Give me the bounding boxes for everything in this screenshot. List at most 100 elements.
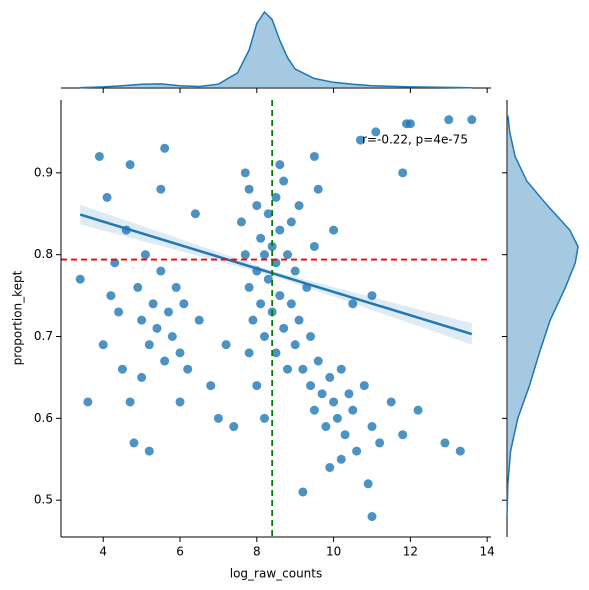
scatter-point — [325, 462, 335, 472]
annotation: r=-0.22, p=4e-75 — [362, 133, 468, 147]
scatter-point — [183, 364, 193, 374]
x-tick-label: 4 — [99, 545, 107, 559]
scatter-point — [275, 225, 285, 235]
x-tick-label: 14 — [480, 545, 495, 559]
scatter-point — [279, 323, 289, 333]
scatter-point — [137, 372, 147, 382]
x-tick-label: 8 — [253, 545, 261, 559]
scatter-point — [156, 184, 166, 194]
scatter-point — [309, 151, 319, 161]
scatter-point — [455, 446, 465, 456]
x-tick-label: 10 — [326, 545, 341, 559]
scatter-point — [164, 307, 173, 317]
scatter-point — [321, 422, 331, 432]
scatter-point — [263, 209, 273, 219]
scatter-point — [294, 315, 304, 325]
scatter-point — [290, 266, 300, 276]
y-tick-label: 0.7 — [34, 329, 53, 343]
scatter-point — [290, 340, 300, 350]
scatter-point — [340, 430, 350, 440]
scatter-point — [244, 282, 254, 292]
scatter-point — [413, 405, 423, 415]
y-tick-label: 0.9 — [34, 165, 53, 179]
scatter-point — [329, 397, 339, 407]
scatter-point — [355, 135, 365, 145]
scatter-point — [271, 348, 281, 358]
scatter-point — [259, 332, 269, 342]
scatter-point — [275, 160, 285, 170]
top-marginal-fill — [80, 12, 472, 88]
x-tick-label: 6 — [176, 545, 184, 559]
scatter-point — [240, 168, 250, 178]
scatter-point — [306, 381, 316, 391]
y-tick-label: 0.5 — [34, 493, 53, 507]
scatter-point — [221, 340, 231, 350]
scatter-point — [467, 115, 477, 125]
scatter-point — [279, 176, 289, 186]
scatter-point — [329, 225, 339, 235]
scatter-point — [405, 119, 415, 129]
scatter-point — [110, 258, 120, 268]
scatter-point — [75, 274, 85, 284]
scatter-point — [213, 413, 223, 423]
scatter-point — [344, 389, 354, 399]
scatter-point — [171, 282, 181, 292]
scatter-point — [256, 233, 266, 243]
scatter-point — [398, 430, 408, 440]
scatter-point — [144, 340, 154, 350]
scatter-point — [386, 397, 396, 407]
scatter-point — [332, 413, 342, 423]
scatter-point — [398, 168, 408, 178]
y-tick-label: 0.8 — [34, 247, 53, 261]
scatter-point — [317, 389, 327, 399]
scatter-point — [229, 422, 239, 432]
scatter-point — [248, 315, 258, 325]
scatter-point — [336, 454, 346, 464]
scatter-point — [133, 282, 143, 292]
scatter-point — [298, 487, 308, 497]
scatter-point — [259, 250, 269, 260]
scatter-point — [313, 184, 323, 194]
scatter-point — [175, 348, 185, 358]
scatter-point — [256, 299, 266, 309]
scatter-point — [294, 201, 304, 211]
scatter-point — [348, 405, 358, 415]
scatter-point — [152, 323, 162, 333]
scatter-point — [175, 397, 185, 407]
scatter-point — [117, 364, 127, 374]
scatter-point — [156, 266, 166, 276]
scatter-point — [375, 438, 385, 448]
scatter-point — [106, 291, 116, 301]
scatter-point — [444, 115, 454, 125]
scatter-point — [283, 364, 293, 374]
right-marginal-kde — [506, 115, 579, 517]
scatter-point — [367, 512, 377, 522]
scatter-point — [206, 381, 216, 391]
scatter-point — [352, 446, 362, 456]
scatter-point — [359, 381, 369, 391]
scatter-point — [140, 250, 150, 260]
scatter-point — [236, 217, 246, 227]
scatter-point — [348, 299, 358, 309]
scatter-point — [363, 479, 373, 489]
scatter-point — [309, 241, 319, 251]
scatter-point — [194, 315, 204, 325]
scatter-point — [244, 184, 254, 194]
scatter-point — [313, 356, 323, 366]
scatter-point — [252, 201, 262, 211]
y-tick-label: 0.6 — [34, 411, 53, 425]
scatter-point — [336, 364, 346, 374]
scatter-point — [367, 422, 377, 432]
top-marginal-kde — [80, 10, 472, 89]
regression-line — [79, 213, 473, 336]
scatter-point — [125, 160, 135, 170]
scatter-point — [83, 397, 93, 407]
scatter-point — [167, 332, 177, 342]
scatter-point — [244, 348, 254, 358]
scatter-point — [98, 340, 108, 350]
scatter-point — [179, 299, 189, 309]
scatter-point — [259, 413, 269, 423]
scatter-point — [240, 250, 250, 260]
scatter-point — [125, 397, 135, 407]
